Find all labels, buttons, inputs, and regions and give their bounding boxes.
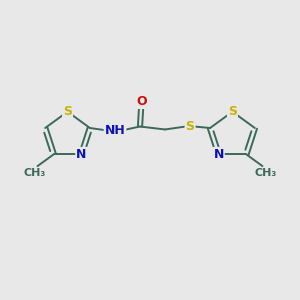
Text: S: S — [63, 105, 72, 118]
Text: S: S — [186, 120, 195, 133]
Text: NH: NH — [105, 124, 125, 137]
Text: N: N — [76, 148, 87, 161]
Text: S: S — [228, 105, 237, 118]
Text: N: N — [213, 148, 224, 161]
Text: O: O — [136, 95, 147, 108]
Text: CH₃: CH₃ — [254, 169, 277, 178]
Text: CH₃: CH₃ — [23, 169, 46, 178]
